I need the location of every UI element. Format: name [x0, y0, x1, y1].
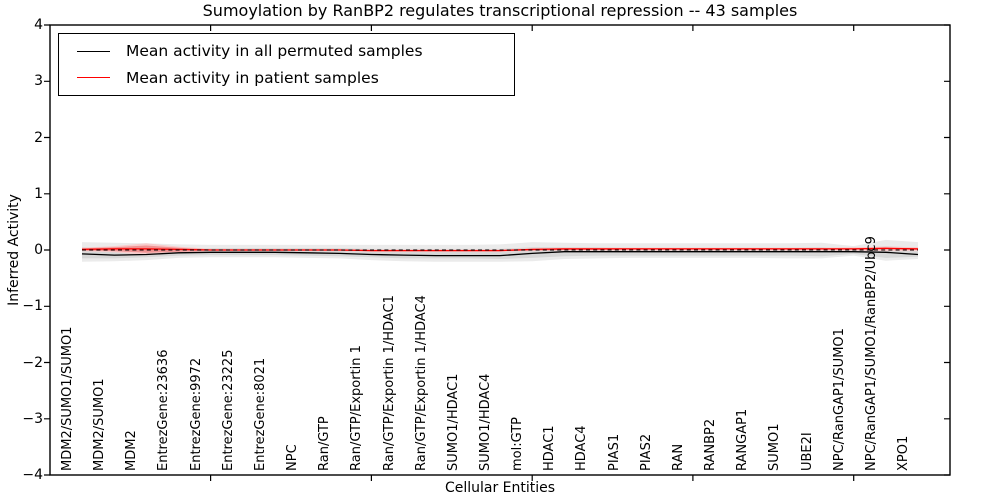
x-tick-label: HDAC4 [574, 425, 590, 471]
legend-line-permuted-icon [77, 50, 110, 52]
legend-line-patient-icon [77, 77, 110, 79]
y-tick-label: −1 [22, 298, 43, 315]
x-tick-label: Ran/GTP [317, 416, 333, 471]
y-tick-label: 3 [34, 73, 43, 90]
x-tick-label: RAN [670, 443, 686, 471]
x-tick-label: NPC [285, 444, 301, 471]
x-tick-label: HDAC1 [542, 425, 558, 471]
x-tick-label: EntrezGene:8021 [252, 357, 268, 471]
x-tick-label: UBE2I [799, 432, 815, 471]
x-tick-label: Ran/GTP/Exportin 1/HDAC1 [381, 295, 397, 471]
y-tick-label: 4 [34, 17, 43, 33]
x-tick-label: EntrezGene:9972 [188, 357, 204, 471]
x-tick-label: MDM2/SUMO1/SUMO1 [60, 326, 75, 471]
y-tick-label: 1 [34, 185, 43, 202]
x-tick-label: RANBP2 [703, 418, 719, 471]
y-tick-label: −4 [22, 467, 43, 483]
legend-item-patient: Mean activity in patient samples [73, 69, 514, 87]
axis-ticks [44, 24, 950, 481]
legend-label-patient: Mean activity in patient samples [126, 68, 379, 87]
chart-title: Sumoylation by RanBP2 regulates transcri… [202, 1, 798, 20]
x-tick-label: MDM2/SUMO1 [92, 378, 108, 471]
x-tick-label: SUMO1/HDAC4 [478, 373, 493, 471]
x-tick-label: MDM2 [124, 430, 140, 471]
x-tick-label: PIAS1 [606, 433, 622, 471]
y-tick-label: −2 [22, 354, 43, 371]
legend-item-permuted: Mean activity in all permuted samples [73, 42, 514, 60]
x-tick-label: RANGAP1 [735, 408, 751, 471]
x-tick-label: SUMO1/HDAC1 [445, 373, 461, 471]
legend-label-permuted: Mean activity in all permuted samples [126, 42, 423, 61]
x-tick-label: EntrezGene:23636 [156, 349, 172, 471]
x-tick-label: SUMO1 [767, 423, 783, 472]
x-tick-label: Ran/GTP/Exportin 1 [349, 345, 365, 471]
series-line-permuted [81, 251, 919, 257]
x-tick-label: mol:GTP [510, 417, 526, 471]
legend-box: Mean activity in all permuted samples Me… [58, 33, 515, 96]
x-tick-label: EntrezGene:23225 [220, 349, 236, 471]
x-tick-label: Ran/GTP/Exportin 1/HDAC4 [413, 295, 429, 471]
y-tick-label: 2 [34, 129, 43, 146]
x-axis-label: Cellular Entities [444, 480, 556, 496]
x-tick-label: NPC/RanGAP1/SUMO1/RanBP2/Ubc9 [863, 236, 879, 471]
y-tick-label: −3 [22, 410, 43, 427]
x-tick-label: PIAS2 [638, 433, 654, 471]
y-tick-label: 0 [34, 242, 43, 258]
x-tick-label: XPO1 [896, 435, 911, 471]
x-tick-label: NPC/RanGAP1/SUMO1 [831, 328, 847, 471]
